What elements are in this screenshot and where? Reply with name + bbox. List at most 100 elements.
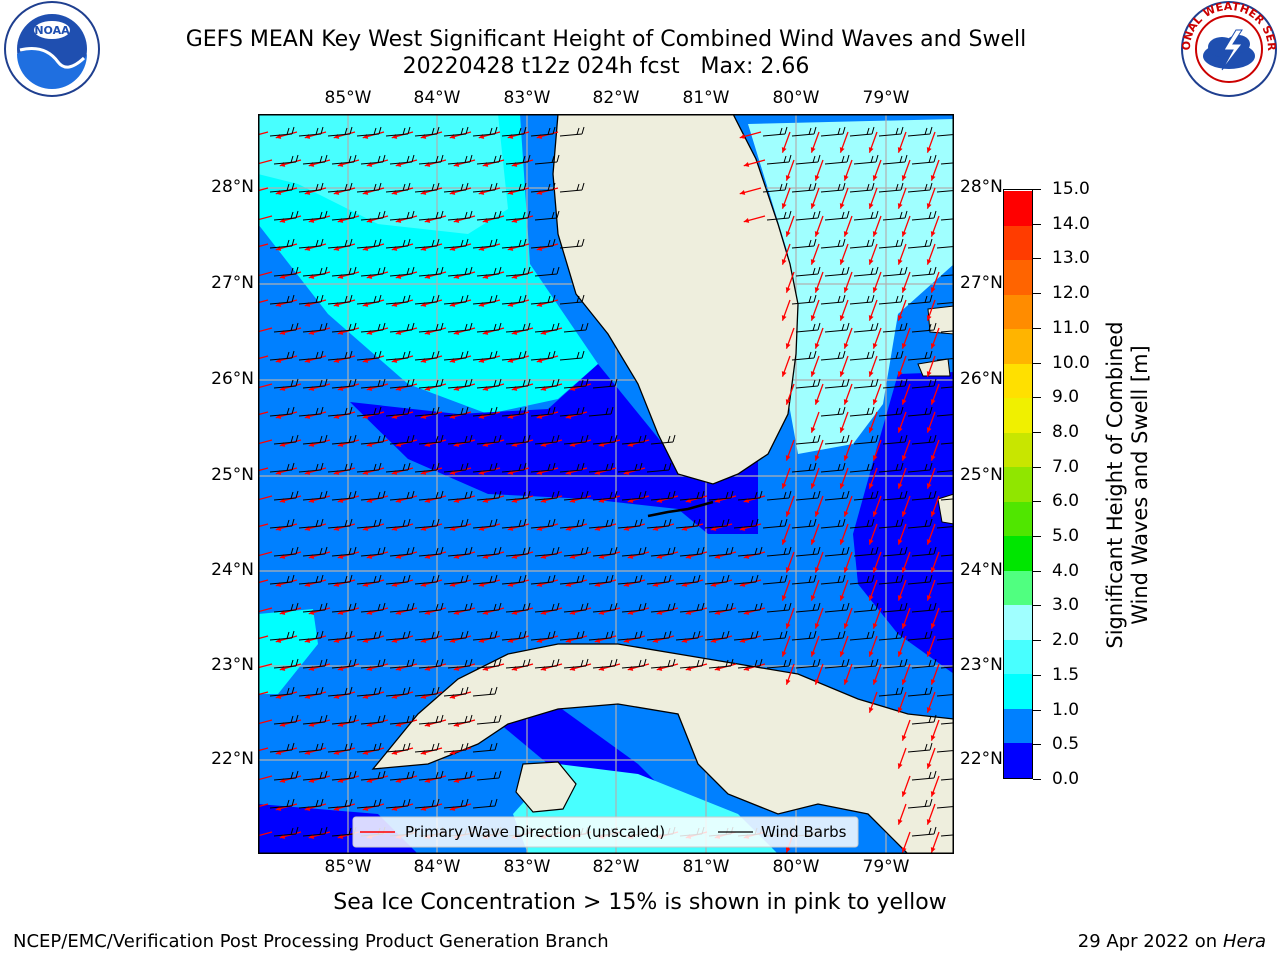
wind-barb: [795, 658, 821, 669]
wind-barb: [559, 350, 585, 361]
wind-barb: [389, 266, 415, 277]
wind-barb: [356, 406, 382, 417]
wind-barb: [559, 574, 585, 585]
wave-arrowhead: [872, 455, 878, 461]
wind-barb: [820, 462, 846, 473]
lat-label: 28°N: [211, 177, 254, 197]
wave-arrowhead: [839, 651, 845, 657]
wind-barb: [733, 630, 759, 641]
wave-arrowhead: [843, 623, 849, 629]
wind-barb: [534, 602, 560, 613]
wind-barb: [356, 518, 382, 529]
wind-barb: [824, 546, 850, 557]
wave-arrowhead: [810, 595, 816, 601]
wind-barb: [476, 658, 502, 669]
wind-barb: [505, 658, 531, 669]
wind-barb: [878, 350, 904, 361]
wind-barb: [414, 126, 440, 137]
wind-barb: [679, 658, 705, 669]
wind-barb: [882, 322, 908, 333]
wind-barb: [907, 518, 933, 529]
wave-arrowhead: [926, 819, 932, 825]
wind-barb: [356, 238, 382, 249]
wind-barb: [878, 574, 904, 585]
wind-barb: [443, 182, 469, 193]
wind-barb: [443, 462, 469, 473]
wind-barb: [936, 132, 954, 137]
wave-arrowhead: [843, 455, 849, 461]
wind-barb: [849, 294, 875, 305]
wind-barb: [327, 686, 353, 697]
wind-barb: [853, 658, 879, 669]
wind-barb: [476, 210, 502, 221]
wind-barb: [472, 574, 498, 585]
wind-barb: [414, 630, 440, 641]
wind-barb: [621, 658, 647, 669]
wave-arrow: [258, 719, 273, 725]
colorbar-tick-label: 4.0: [1052, 560, 1080, 581]
lat-label: 22°N: [211, 749, 254, 769]
wind-barb: [443, 126, 469, 137]
wind-barb: [534, 154, 560, 165]
wave-arrowhead: [785, 343, 791, 349]
colorbar-segment: [1004, 674, 1032, 709]
wind-barb: [273, 434, 299, 445]
wind-barb: [356, 350, 382, 361]
lon-label: 79°W: [862, 857, 910, 877]
wind-barb: [302, 322, 328, 333]
wind-barb: [940, 778, 954, 781]
wind-barb: [331, 322, 357, 333]
wind-barb: [389, 714, 415, 725]
wind-barb: [766, 658, 792, 669]
wave-arrowhead: [901, 567, 907, 573]
wave-arrowhead: [901, 287, 907, 293]
wind-barb: [298, 406, 324, 417]
wind-barb: [708, 658, 734, 669]
wind-barb: [534, 658, 560, 669]
wind-barb: [592, 378, 618, 389]
wave-arrowhead: [868, 483, 874, 489]
wave-arrowhead: [930, 623, 936, 629]
colorbar-tick-label: 1.5: [1052, 664, 1080, 685]
wave-arrowhead: [781, 147, 787, 153]
wind-barb: [385, 406, 411, 417]
wind-barb: [447, 378, 473, 389]
wind-barb: [617, 574, 643, 585]
wind-barb: [418, 714, 444, 725]
wind-barb: [882, 378, 908, 389]
wind-barb: [936, 692, 954, 697]
wind-barb: [385, 182, 411, 193]
wind-barb: [418, 490, 444, 501]
wind-barb-legend-label: Wind Barbs: [761, 823, 847, 841]
wind-barb: [360, 210, 386, 221]
wind-barb: [650, 658, 676, 669]
wind-barb: [795, 546, 821, 557]
wave-arrowhead: [814, 231, 820, 237]
wave-arrowhead: [926, 259, 932, 265]
wind-barb: [733, 518, 759, 529]
wind-barb: [331, 658, 357, 669]
wind-barb: [646, 630, 672, 641]
wind-barb: [327, 462, 353, 473]
colorbar: [1003, 189, 1033, 779]
wind-barb: [849, 574, 875, 585]
wave-arrow: [258, 579, 269, 584]
wind-barb: [447, 546, 473, 557]
wind-barb: [646, 462, 672, 473]
wind-barb: [476, 714, 502, 725]
wind-barb: [534, 490, 560, 501]
wind-barb: [588, 462, 614, 473]
wind-barb: [414, 742, 440, 753]
wind-barb: [795, 266, 821, 277]
wind-barb: [911, 266, 937, 277]
footer-date-text: 29 Apr 2022 on: [1077, 931, 1223, 952]
wind-barb: [447, 266, 473, 277]
wind-barb: [530, 630, 556, 641]
wind-barb: [679, 490, 705, 501]
wind-barb: [443, 630, 469, 641]
wind-barb: [940, 162, 954, 165]
wind-barb: [501, 630, 527, 641]
wind-barb: [878, 294, 904, 305]
colorbar-tick-label: 13.0: [1052, 248, 1090, 269]
colorbar-segment: [1004, 708, 1032, 744]
